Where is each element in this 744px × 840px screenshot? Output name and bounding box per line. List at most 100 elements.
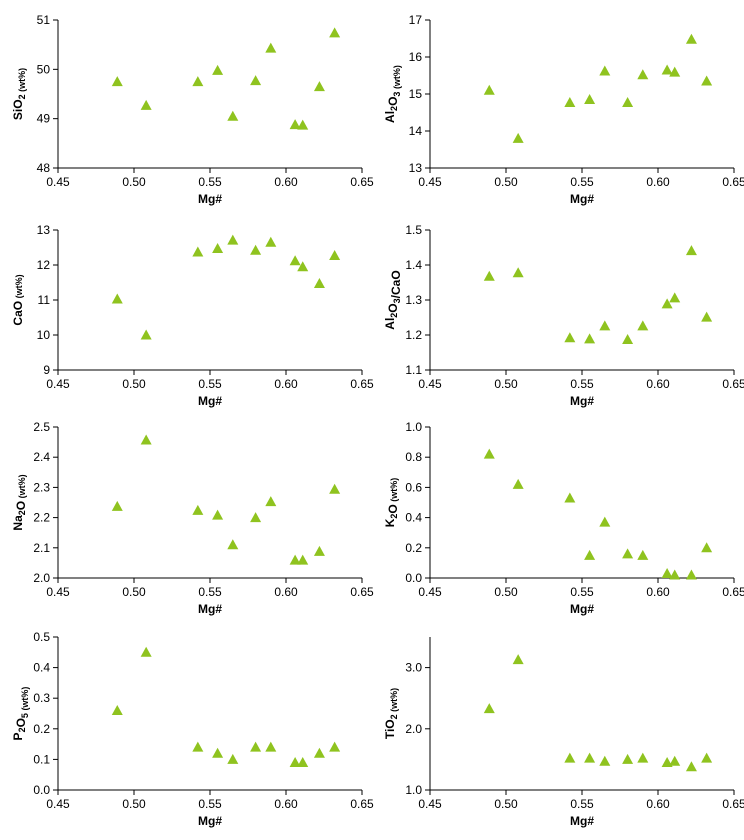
- data-point-triangle: [289, 756, 301, 767]
- y-tick-label: 15: [409, 87, 423, 101]
- y-tick-label: 2.2: [33, 511, 50, 525]
- data-point-triangle: [329, 483, 341, 494]
- data-point-triangle: [250, 512, 262, 523]
- data-point-triangle: [111, 500, 123, 511]
- data-point-triangle: [584, 333, 596, 344]
- data-point-triangle: [599, 755, 611, 766]
- y-axis-label: Al2O3/CaO: [383, 270, 403, 329]
- data-point-triangle: [212, 64, 224, 75]
- data-point-triangle: [669, 569, 681, 580]
- x-tick-label: 0.65: [350, 797, 374, 811]
- x-tick-label: 0.65: [722, 797, 744, 811]
- x-tick-label: 0.50: [122, 585, 146, 599]
- data-point-triangle: [564, 97, 576, 108]
- data-point-triangle: [584, 549, 596, 560]
- y-tick-label: 0.6: [405, 480, 422, 494]
- y-tick-label: 2.1: [33, 541, 50, 555]
- data-point-triangle: [483, 84, 495, 95]
- data-point-triangle: [297, 554, 309, 565]
- data-point-triangle: [622, 548, 634, 559]
- y-tick-label: 13: [37, 223, 51, 237]
- y-tick-label: 1.1: [405, 363, 422, 377]
- data-point-triangle: [584, 94, 596, 105]
- data-point-triangle: [669, 292, 681, 303]
- data-point-triangle: [192, 504, 204, 515]
- data-point-triangle: [297, 119, 309, 130]
- data-point-triangle: [140, 99, 152, 110]
- y-tick-label: 17: [409, 13, 423, 27]
- data-point-triangle: [701, 311, 713, 322]
- data-point-triangle: [265, 42, 277, 53]
- data-point-triangle: [329, 27, 341, 38]
- y-tick-label: 2.4: [33, 450, 50, 464]
- data-point-triangle: [313, 278, 325, 289]
- x-tick-label: 0.45: [46, 797, 70, 811]
- y-tick-label: 0.1: [33, 752, 50, 766]
- y-axis-label: TiO2 (wt%): [383, 688, 399, 739]
- y-tick-label: 1.2: [405, 328, 422, 342]
- scatter-panel-na2o: 2.0 2.1 2.2 2.3 2.4 2.5 0.45 0.50 0.55 0.60 0.65 Mg…: [11, 420, 374, 616]
- scatter-panel-p2o5: 0.0 0.1 0.2 0.3 0.4 0.5 0.45 0.50 0.55 0.60 0.65 Mg…: [11, 630, 374, 828]
- y-tick-label: 12: [37, 258, 51, 272]
- data-point-triangle: [111, 704, 123, 715]
- x-axis-label: Mg#: [570, 602, 594, 616]
- scatter-panel-cao: 9 10 11 12 13 0.45 0.50 0.55 0.60 0.65 Mg# CaO (wt%…: [11, 223, 374, 408]
- y-tick-label: 14: [409, 124, 423, 138]
- x-tick-label: 0.45: [46, 175, 70, 189]
- y-tick-label: 0.3: [33, 691, 50, 705]
- data-point-triangle: [289, 554, 301, 565]
- x-tick-label: 0.55: [198, 175, 222, 189]
- data-point-triangle: [685, 761, 697, 772]
- data-point-triangle: [265, 496, 277, 507]
- x-tick-label: 0.65: [722, 377, 744, 391]
- data-point-triangle: [329, 741, 341, 752]
- x-tick-label: 0.45: [418, 797, 442, 811]
- y-axis-label: SiO2 (wt%): [11, 68, 27, 120]
- y-axis-label: P2O5 (wt%): [11, 687, 30, 741]
- data-point-triangle: [622, 753, 634, 764]
- x-tick-label: 0.65: [350, 585, 374, 599]
- x-tick-label: 0.60: [274, 797, 298, 811]
- y-tick-label: 2.3: [33, 480, 50, 494]
- y-tick-label: 1.0: [405, 783, 422, 797]
- data-point-triangle: [250, 244, 262, 255]
- y-tick-label: 2.5: [33, 420, 50, 434]
- y-axis-label: CaO (wt%): [11, 274, 25, 325]
- data-point-triangle: [622, 97, 634, 108]
- x-tick-label: 0.60: [646, 585, 670, 599]
- data-point-triangle: [512, 132, 524, 143]
- y-axis-label: K2O (wt%): [383, 478, 400, 528]
- y-tick-label: 2.0: [33, 571, 50, 585]
- scatter-panel-tio2: 1.0 2.0 3.0 0.45 0.50 0.55 0.60 0.65 Mg# TiO2 (wt…: [383, 637, 744, 828]
- x-tick-label: 0.65: [722, 585, 744, 599]
- data-point-triangle: [212, 243, 224, 254]
- data-point-triangle: [297, 261, 309, 272]
- y-tick-label: 1.4: [405, 258, 422, 272]
- x-axis-label: Mg#: [198, 394, 222, 408]
- x-tick-label: 0.50: [494, 585, 518, 599]
- data-point-triangle: [111, 76, 123, 87]
- scatter-panel-al2o3: 13 14 15 16 17 0.45 0.50 0.55 0.60 0.65 Mg# Al2O3 (…: [383, 13, 744, 206]
- data-point-triangle: [227, 753, 239, 764]
- data-point-triangle: [661, 567, 673, 578]
- y-tick-label: 51: [37, 13, 51, 27]
- x-tick-label: 0.55: [570, 585, 594, 599]
- x-tick-label: 0.65: [350, 175, 374, 189]
- data-point-triangle: [599, 65, 611, 76]
- x-tick-label: 0.55: [198, 377, 222, 391]
- x-tick-label: 0.65: [350, 377, 374, 391]
- data-point-triangle: [637, 320, 649, 331]
- x-axis-label: Mg#: [570, 394, 594, 408]
- x-tick-label: 0.55: [570, 175, 594, 189]
- data-point-triangle: [265, 741, 277, 752]
- x-axis-label: Mg#: [198, 192, 222, 206]
- data-point-triangle: [669, 66, 681, 77]
- data-point-triangle: [250, 75, 262, 86]
- x-tick-label: 0.45: [418, 175, 442, 189]
- data-point-triangle: [212, 509, 224, 520]
- y-tick-label: 49: [37, 112, 51, 126]
- y-tick-label: 10: [37, 328, 51, 342]
- data-point-triangle: [265, 236, 277, 247]
- y-tick-label: 1.5: [405, 223, 422, 237]
- data-point-triangle: [250, 741, 262, 752]
